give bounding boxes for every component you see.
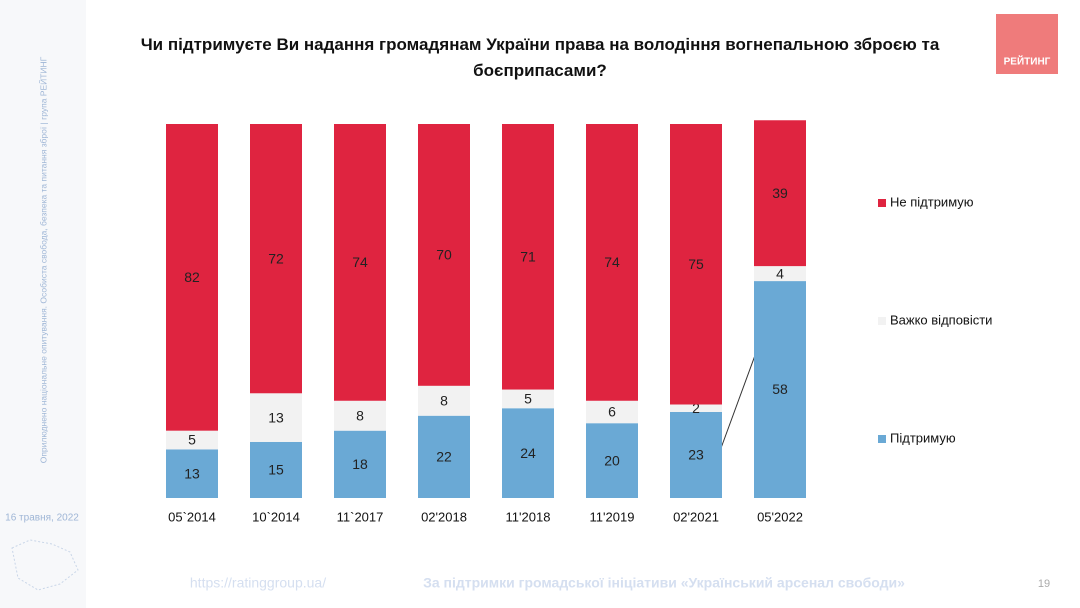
bar-segment (166, 124, 218, 431)
bar-segment (754, 120, 806, 267)
legend-swatch (878, 435, 886, 443)
data-label: 71 (520, 248, 536, 264)
bar-segment (418, 385, 470, 416)
legend-label: Підтримую (890, 430, 956, 445)
bar-segment (250, 124, 302, 394)
x-tick-label: 11'2018 (506, 509, 551, 524)
bar-segment (586, 124, 638, 401)
bar-segment (166, 430, 218, 450)
legend-label: Не підтримую (890, 194, 974, 209)
data-label: 5 (524, 391, 532, 407)
data-label: 39 (772, 185, 788, 201)
url: https://ratinggroup.ua/ (190, 575, 326, 591)
legend-swatch (878, 199, 886, 207)
bar-segment (250, 441, 302, 498)
data-label: 58 (772, 381, 788, 397)
data-label: 18 (352, 456, 368, 472)
bar-segment (586, 423, 638, 498)
x-tick-label: 11`2017 (337, 509, 384, 524)
page-number: 19 (1038, 578, 1050, 590)
legend-swatch (878, 317, 886, 325)
data-label: 8 (440, 392, 448, 408)
x-tick-label: 10`2014 (252, 509, 300, 524)
data-label: 70 (436, 247, 452, 263)
data-label: 20 (604, 452, 620, 468)
title-line: боєприпасами? (473, 61, 607, 80)
support-note: За підтримки громадської ініціативи «Укр… (423, 575, 905, 591)
logo-box (996, 14, 1058, 74)
data-label: 72 (268, 250, 284, 266)
data-label: 2 (692, 400, 700, 416)
bar-segment (502, 389, 554, 409)
bar-segment (166, 449, 218, 498)
bar-segment (418, 415, 470, 498)
data-label: 15 (268, 462, 284, 478)
bar-segment (754, 281, 806, 498)
legend-label: Важко відповісти (890, 312, 992, 327)
data-label: 22 (436, 449, 452, 465)
bar-segment (586, 400, 638, 424)
x-tick-label: 05`2014 (168, 509, 216, 524)
x-tick-label: 02'2021 (673, 509, 719, 524)
data-label: 74 (352, 254, 368, 270)
title-line: Чи підтримуєте Ви надання громадянам Укр… (141, 35, 940, 54)
data-label: 8 (356, 407, 364, 423)
sidebar (0, 0, 86, 608)
data-label: 4 (776, 265, 784, 281)
logo: РЕЙТИНГ (1004, 55, 1051, 68)
data-label: 6 (608, 404, 616, 420)
bar-segment (502, 124, 554, 390)
bar-segment (334, 400, 386, 431)
bar-segment (418, 124, 470, 386)
data-label: 13 (268, 409, 284, 425)
map-icon (11, 539, 79, 591)
bar-segment (502, 408, 554, 498)
data-label: 24 (520, 445, 536, 461)
bar-segment (670, 411, 722, 498)
bar-segment (754, 266, 806, 282)
bar-segment (670, 124, 722, 405)
date: 16 травня, 2022 (5, 513, 79, 524)
x-tick-label: 11'2019 (590, 509, 635, 524)
x-tick-label: 05'2022 (757, 509, 803, 524)
bar-segment (334, 124, 386, 401)
data-label: 74 (604, 254, 620, 270)
data-label: 23 (688, 447, 704, 463)
bar-segment (250, 393, 302, 442)
side-note: Оприлюднено національне опитування. Особ… (37, 56, 48, 463)
x-tick-label: 02'2018 (421, 509, 467, 524)
bar-segment (334, 430, 386, 498)
data-label: 5 (188, 432, 196, 448)
data-label: 82 (184, 269, 200, 285)
data-label: 13 (184, 465, 200, 481)
data-label: 75 (688, 256, 704, 272)
chart-title: Чи підтримуєте Ви надання громадянам Укр… (141, 35, 940, 80)
bar-segment (670, 404, 722, 412)
